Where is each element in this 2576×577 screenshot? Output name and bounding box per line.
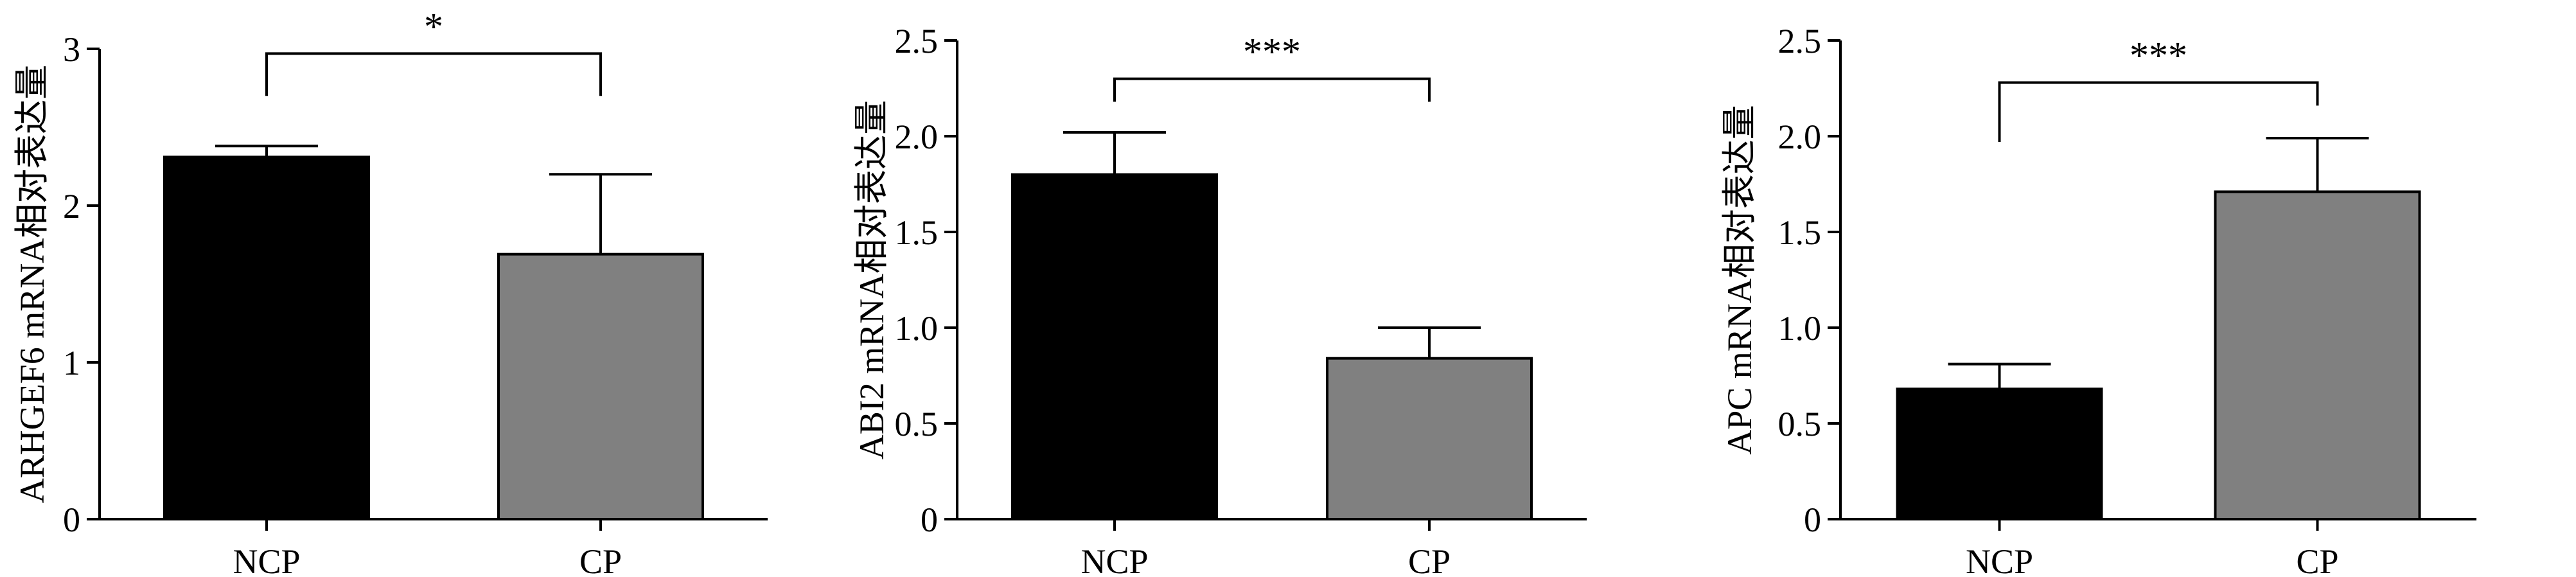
x-tick-label: NCP: [233, 542, 300, 577]
significance-bracket: [1113, 77, 1431, 102]
y-tick-label: 1.0: [895, 309, 939, 348]
x-tick-label: CP: [2296, 542, 2338, 577]
bar-cp: [497, 253, 704, 520]
y-tick-label: 2.0: [895, 118, 939, 156]
bar-ncp: [1896, 387, 2103, 520]
significance-label: *: [424, 5, 443, 48]
y-tick-label: 0.5: [895, 405, 939, 443]
bar-ncp: [163, 155, 370, 521]
y-tick-label: 2.0: [1778, 118, 1822, 156]
y-axis-label: ABI2 mRNA相对表达量: [852, 100, 891, 460]
bar-cp: [1326, 357, 1533, 520]
bar-cp: [2214, 190, 2421, 520]
y-axis-label: APC mRNA相对表达量: [1720, 105, 1759, 455]
x-tick-label: NCP: [1081, 542, 1148, 577]
y-tick-label: 0.5: [1778, 405, 1822, 443]
y-axis-label: ARHGEF6 mRNA相对表达量: [13, 65, 51, 504]
y-tick-label: 1.5: [895, 213, 939, 252]
y-tick-label: 0: [1804, 501, 1821, 539]
chart-panel-3: 0 0.5 1.0 1.5 2.0 2.5 APC mRNA相对表达量 NCP CP ***: [1720, 22, 2476, 577]
bar-ncp: [1011, 173, 1218, 521]
significance-bracket: [1998, 81, 2319, 142]
significance-label: ***: [1243, 31, 1301, 73]
y-tick-label: 2.5: [1778, 22, 1822, 60]
significance-label: ***: [2130, 35, 2187, 77]
y-tick-label: 2.5: [895, 22, 939, 60]
y-tick-label: 3: [63, 30, 80, 69]
chart-panel-1: 0 1 2 3 ARHGEF6 mRNA相对表达量 NCP CP *: [13, 5, 768, 577]
x-tick-label: CP: [1408, 542, 1451, 577]
y-tick-label: 0: [921, 501, 938, 539]
y-tick-label: 1.5: [1778, 213, 1822, 252]
y-tick-label: 1: [63, 344, 80, 382]
x-tick-label: NCP: [1966, 542, 2033, 577]
y-tick-label: 2: [63, 187, 80, 226]
y-tick-label: 0: [63, 501, 80, 539]
chart-panel-2: 0 0.5 1.0 1.5 2.0 2.5 ABI2 mRNA相对表达量 NCP CP ***: [852, 22, 1587, 577]
y-tick-label: 1.0: [1778, 309, 1822, 348]
x-tick-label: CP: [579, 542, 622, 577]
significance-bracket: [265, 52, 602, 96]
